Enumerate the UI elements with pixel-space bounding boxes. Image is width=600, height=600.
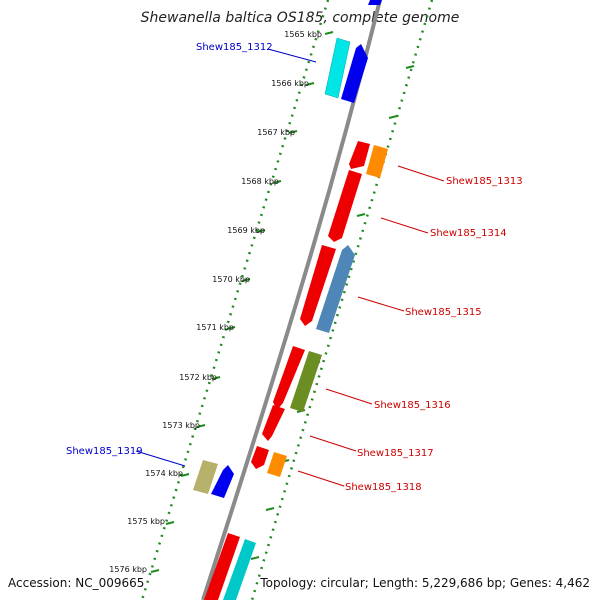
label-shew185-1319[interactable]: Shew185_1319 xyxy=(66,446,143,457)
accession-text: Accession: NC_009665 xyxy=(8,576,144,590)
gene-features xyxy=(193,0,388,600)
gene-bottom-cyan[interactable] xyxy=(223,539,256,600)
topology-text: Topology: circular; Length: 5,229,686 bp… xyxy=(259,576,590,590)
label-shew185-1317[interactable]: Shew185_1317 xyxy=(357,448,434,459)
tick-label-1566: 1566 kbp xyxy=(271,79,309,88)
tick-label-1573: 1573 kbp xyxy=(162,421,200,430)
gene-1316-red[interactable] xyxy=(273,346,305,410)
label-shew185-1316[interactable]: Shew185_1316 xyxy=(374,400,451,411)
gene-1317[interactable] xyxy=(262,405,285,441)
gene-blue-top[interactable] xyxy=(368,0,382,5)
gene-blue-1312b[interactable] xyxy=(341,44,368,103)
right-scale-line xyxy=(250,0,434,600)
gene-1318-red[interactable] xyxy=(251,446,269,469)
map-title: Shewanella baltica OS185, complete genom… xyxy=(141,10,460,26)
gene-bottom-red[interactable] xyxy=(204,533,240,600)
gene-1318[interactable] xyxy=(267,452,287,477)
label-shew185-1314[interactable]: Shew185_1314 xyxy=(430,228,507,239)
tick-label-1570: 1570 kbp xyxy=(212,275,250,284)
gene-1315-red[interactable] xyxy=(300,245,336,326)
gene-1319[interactable] xyxy=(193,460,218,494)
gene-1313-red[interactable] xyxy=(349,141,370,169)
left-tick-marks xyxy=(150,31,334,573)
gene-1315[interactable] xyxy=(316,245,355,333)
label-shew185-1313[interactable]: Shew185_1313 xyxy=(446,176,523,187)
tick-label-1576: 1576 kbp xyxy=(109,565,147,574)
tick-label-1572: 1572 kbp xyxy=(179,373,217,382)
gene-1316[interactable] xyxy=(290,351,322,412)
label-shew185-1318[interactable]: Shew185_1318 xyxy=(345,482,422,493)
leader-lines xyxy=(135,48,445,487)
tick-label-1567: 1567 kbp xyxy=(257,128,295,137)
tick-label-1571: 1571 kbp xyxy=(196,323,234,332)
gene-1314[interactable] xyxy=(328,170,362,242)
gene-blue-1319b[interactable] xyxy=(211,465,234,498)
tick-label-1565: 1565 kbp xyxy=(284,30,322,39)
label-shew185-1312[interactable]: Shew185_1312 xyxy=(196,42,273,53)
tick-label-1575: 1575 kbp xyxy=(127,517,165,526)
gene-1312[interactable] xyxy=(324,37,351,99)
label-shew185-1315[interactable]: Shew185_1315 xyxy=(405,307,482,318)
tick-label-1568: 1568 kbp xyxy=(241,177,279,186)
tick-label-1569: 1569 kbp xyxy=(227,226,265,235)
left-scale-line xyxy=(140,0,330,600)
gene-1313[interactable] xyxy=(366,145,388,178)
tick-label-1574: 1574 kbp xyxy=(145,469,183,478)
